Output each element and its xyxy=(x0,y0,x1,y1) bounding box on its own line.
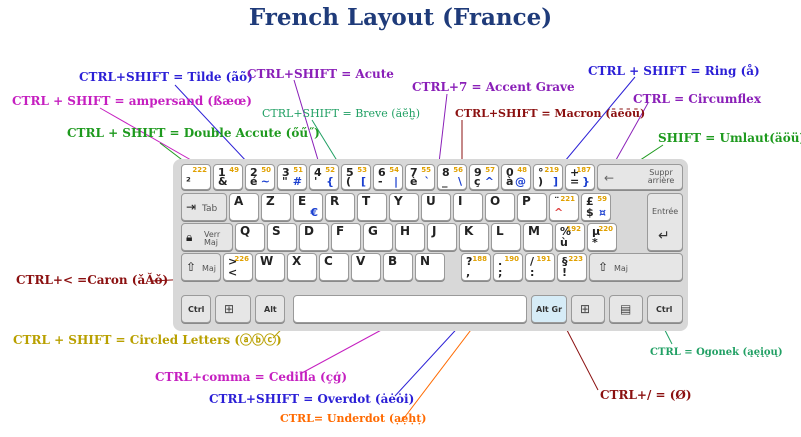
key-y[interactable]: Y xyxy=(389,193,419,221)
key-m[interactable]: M xyxy=(523,223,553,251)
label-circled-letters: CTRL + SHIFT = Circled Letters (ⓐⓑⓒ) xyxy=(13,333,282,347)
key-e[interactable]: E € xyxy=(293,193,323,221)
key-windows-left[interactable]: ⊞ xyxy=(215,295,251,323)
label-cedilla: CTRL+comma = Cedilla (çģ) xyxy=(155,370,348,384)
key-windows-right[interactable]: ⊞ xyxy=(571,295,605,323)
key-menu[interactable]: ▤ xyxy=(609,295,643,323)
label-overdot: CTRL+SHIFT = Overdot (ȧėȯi) xyxy=(209,392,415,406)
key-h[interactable]: H xyxy=(395,223,425,251)
key-equals[interactable]: 187 + = } xyxy=(565,164,595,190)
key-i[interactable]: I xyxy=(453,193,483,221)
label-underdot: CTRL= Underdot (ạẹḥṭ) xyxy=(280,412,427,425)
key-c[interactable]: C xyxy=(319,253,349,281)
key-s[interactable]: S xyxy=(267,223,297,251)
label-double-accute: CTRL + SHIFT = Double Accute (őű˝) xyxy=(67,126,320,140)
key-enter[interactable]: Entrée ↵ xyxy=(647,193,683,251)
key-p[interactable]: P xyxy=(517,193,547,221)
key-k[interactable]: K xyxy=(459,223,489,251)
tab-icon: ⇥ xyxy=(186,200,197,214)
key-ctrl-left[interactable]: Ctrl xyxy=(181,295,211,323)
key-shift-left[interactable]: ⇧ Maj xyxy=(181,253,221,281)
key-5[interactable]: 53 5 ( [ xyxy=(341,164,371,190)
key-u-grave[interactable]: 192 % ù xyxy=(555,223,585,251)
key-comma[interactable]: 188 ? , xyxy=(461,253,491,281)
lock-icon: 🔒︎ xyxy=(186,230,193,244)
key-asterisk[interactable]: 220 µ * xyxy=(587,223,617,251)
key-u[interactable]: U xyxy=(421,193,451,221)
key-t[interactable]: T xyxy=(357,193,387,221)
key-ctrl-right[interactable]: Ctrl xyxy=(647,295,683,323)
label-accent-grave: CTRL+7 = Accent Grave xyxy=(412,80,575,94)
key-f[interactable]: F xyxy=(331,223,361,251)
key-superscript-2[interactable]: 222 ² xyxy=(181,164,211,190)
windows-icon: ⊞ xyxy=(224,302,235,316)
key-less-than[interactable]: 226 > < xyxy=(223,253,253,281)
key-3[interactable]: 51 3 " # xyxy=(277,164,307,190)
label-ampersand: CTRL + SHIFT = ampersand (ßæœ) xyxy=(12,94,252,108)
key-a[interactable]: A xyxy=(229,193,259,221)
shift-icon: ⇧ xyxy=(186,260,197,274)
key-8[interactable]: 56 8 _ \ xyxy=(437,164,467,190)
key-l[interactable]: L xyxy=(491,223,521,251)
key-1[interactable]: 49 1 & xyxy=(213,164,243,190)
label-slash: CTRL+/ = (Ø) xyxy=(600,388,692,402)
label-tilde: CTRL+SHIFT = Tilde (ãõ) xyxy=(79,70,253,84)
label-umlaut: SHIFT = Umlaut(äöü) xyxy=(658,131,801,145)
keyboard: 222 ² 49 1 & 50 2 é ~ 51 3 " # 52 4 ' { … xyxy=(173,159,688,331)
label-ring: CTRL + SHIFT = Ring (å) xyxy=(588,64,760,78)
label-breve: CTRL+SHIFT = Breve (ăĕḫ) xyxy=(262,107,421,120)
key-n[interactable]: N xyxy=(415,253,445,281)
label-circumflex: CTRL = Circumflex xyxy=(633,92,761,106)
key-x[interactable]: X xyxy=(287,253,317,281)
key-g[interactable]: G xyxy=(363,223,393,251)
shift-icon: ⇧ xyxy=(598,260,609,274)
key-altgr[interactable]: Alt Gr xyxy=(531,295,567,323)
label-ogonek: CTRL = Ogonek (ąęįǫų) xyxy=(650,347,783,358)
key-r[interactable]: R xyxy=(325,193,355,221)
backspace-arrow-icon: ← xyxy=(604,171,615,185)
enter-arrow-icon: ↵ xyxy=(658,228,670,244)
key-4[interactable]: 52 4 ' { xyxy=(309,164,339,190)
page-title: French Layout (France) xyxy=(248,4,553,31)
key-caps-lock[interactable]: 🔒︎ Verr Maj xyxy=(181,223,233,251)
key-exclamation[interactable]: 223 § ! xyxy=(557,253,587,281)
key-b[interactable]: B xyxy=(383,253,413,281)
key-alt[interactable]: Alt xyxy=(255,295,285,323)
key-2[interactable]: 50 2 é ~ xyxy=(245,164,275,190)
key-dollar[interactable]: 59 £ $ ¤ xyxy=(581,193,611,221)
key-w[interactable]: W xyxy=(255,253,285,281)
key-0[interactable]: 48 0 à @ xyxy=(501,164,531,190)
label-acute: CTRL+SHIFT = Acute xyxy=(247,67,394,81)
key-d[interactable]: D xyxy=(299,223,329,251)
label-caron: CTRL+< =Caron (ǎǍǒ) xyxy=(16,273,169,287)
key-6[interactable]: 54 6 - | xyxy=(373,164,403,190)
key-9[interactable]: 57 9 ç ^ xyxy=(469,164,499,190)
key-z[interactable]: Z xyxy=(261,193,291,221)
menu-icon: ▤ xyxy=(620,302,632,316)
key-v[interactable]: V xyxy=(351,253,381,281)
key-semicolon[interactable]: 190 . ; xyxy=(493,253,523,281)
key-space[interactable] xyxy=(293,295,527,323)
key-colon[interactable]: 191 / : xyxy=(525,253,555,281)
key-circumflex[interactable]: 221 ¨ ^ xyxy=(549,193,579,221)
key-j[interactable]: J xyxy=(427,223,457,251)
key-o[interactable]: O xyxy=(485,193,515,221)
key-backspace[interactable]: Suppr arrière ← xyxy=(597,164,683,190)
key-close-paren[interactable]: 219 ° ) ] xyxy=(533,164,563,190)
key-7[interactable]: 55 7 è ` xyxy=(405,164,435,190)
key-shift-right[interactable]: ⇧ Maj xyxy=(589,253,683,281)
label-macron: CTRL+SHIFT = Macron (āēōū) xyxy=(455,107,646,120)
windows-icon: ⊞ xyxy=(580,302,591,316)
key-tab[interactable]: ⇥ Tab xyxy=(181,193,227,221)
key-q[interactable]: Q xyxy=(235,223,265,251)
